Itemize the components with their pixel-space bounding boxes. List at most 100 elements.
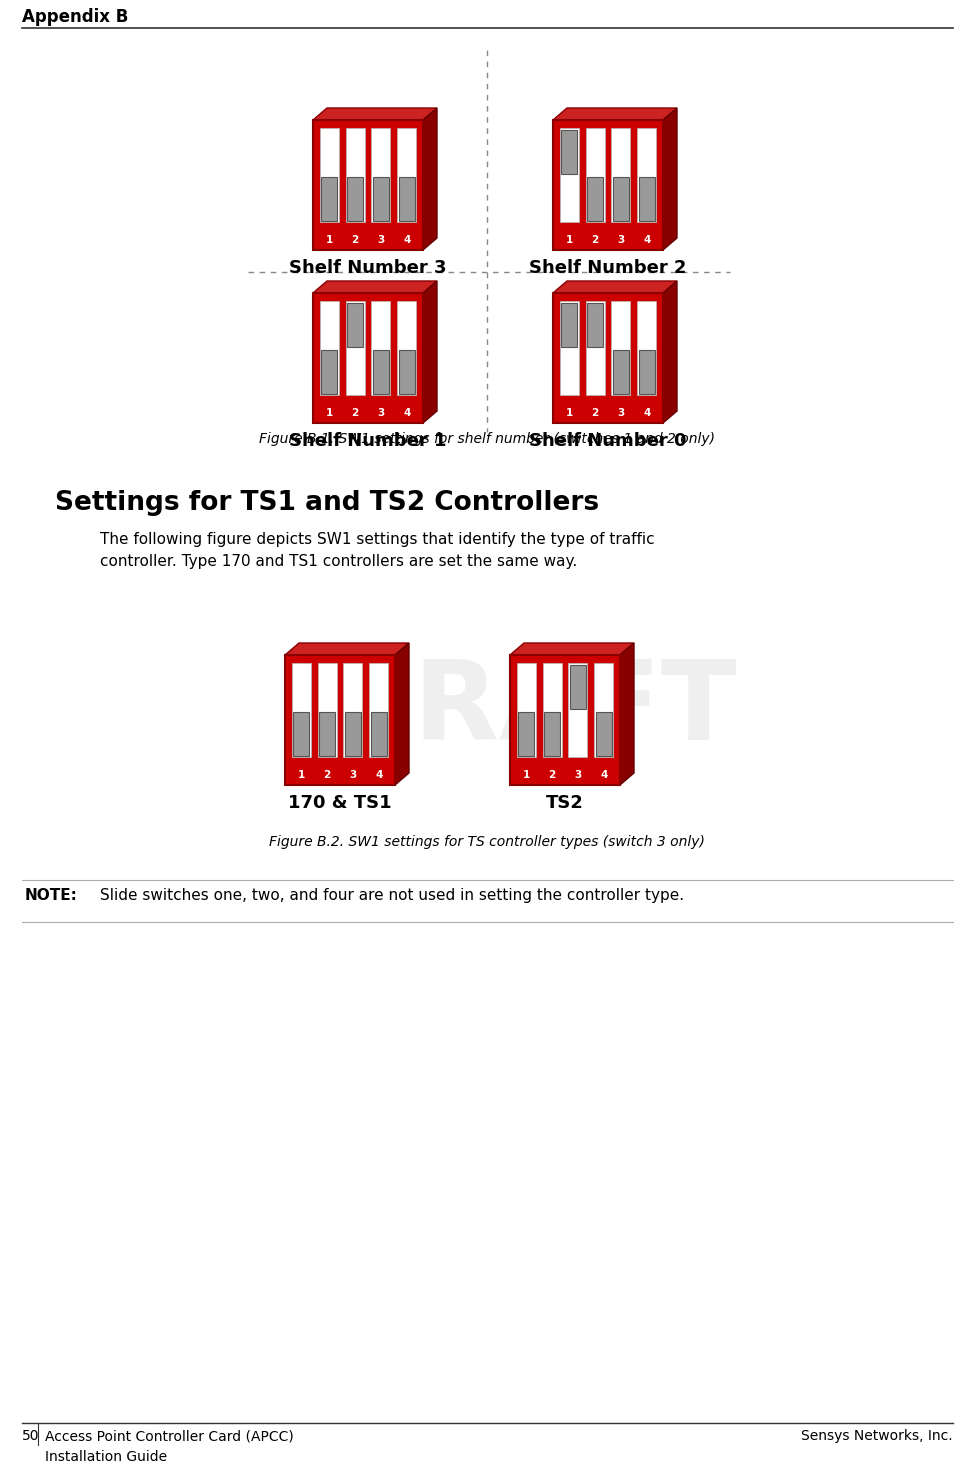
Bar [319, 712, 335, 756]
Polygon shape [423, 108, 437, 250]
Polygon shape [510, 642, 634, 654]
Polygon shape [620, 642, 634, 784]
Bar [371, 301, 390, 394]
Bar [587, 303, 604, 347]
Polygon shape [553, 281, 677, 292]
Bar [586, 301, 604, 394]
Text: Access Point Controller Card (APCC)
Installation Guide: Access Point Controller Card (APCC) Inst… [45, 1430, 293, 1464]
Text: TS2: TS2 [546, 795, 584, 812]
Bar [292, 663, 311, 758]
Text: Appendix B: Appendix B [22, 7, 129, 27]
Polygon shape [553, 108, 677, 120]
Text: 1: 1 [523, 770, 530, 780]
Bar [320, 301, 338, 394]
Text: 1: 1 [566, 235, 573, 245]
Bar [560, 301, 579, 394]
Bar [343, 663, 363, 758]
Bar [560, 128, 579, 222]
Text: Slide switches one, two, and four are not used in setting the controller type.: Slide switches one, two, and four are no… [100, 888, 684, 902]
Bar [553, 120, 663, 250]
Text: 4: 4 [403, 235, 410, 245]
Bar [371, 128, 390, 222]
Text: 3: 3 [617, 408, 625, 418]
Polygon shape [313, 108, 437, 120]
Text: 4: 4 [375, 770, 382, 780]
Text: 3: 3 [617, 235, 625, 245]
Text: Shelf Number 3: Shelf Number 3 [290, 258, 447, 278]
Text: Shelf Number 0: Shelf Number 0 [529, 431, 686, 450]
Bar [517, 663, 536, 758]
Bar [322, 350, 337, 393]
Bar [543, 663, 562, 758]
Bar [586, 128, 604, 222]
Bar [544, 712, 560, 756]
Bar [519, 712, 534, 756]
Text: 4: 4 [644, 408, 650, 418]
Bar [596, 712, 611, 756]
Bar [611, 128, 631, 222]
Bar [345, 712, 361, 756]
Text: Settings for TS1 and TS2 Controllers: Settings for TS1 and TS2 Controllers [55, 490, 599, 515]
Bar [568, 663, 587, 758]
Text: 3: 3 [349, 770, 357, 780]
Text: Shelf Number 2: Shelf Number 2 [529, 258, 686, 278]
Bar [510, 654, 620, 784]
Bar [313, 292, 423, 422]
Bar [594, 663, 613, 758]
Polygon shape [395, 642, 409, 784]
Bar [638, 301, 656, 394]
Bar [587, 176, 604, 220]
Bar [347, 176, 363, 220]
Text: 1: 1 [297, 770, 305, 780]
Bar [345, 128, 365, 222]
Text: Sensys Networks, Inc.: Sensys Networks, Inc. [801, 1430, 953, 1443]
Text: 2: 2 [351, 408, 359, 418]
Polygon shape [313, 281, 437, 292]
Text: 4: 4 [403, 408, 410, 418]
Bar [370, 712, 387, 756]
Bar [397, 301, 416, 394]
Bar [613, 350, 629, 393]
Bar [293, 712, 309, 756]
Bar [639, 176, 654, 220]
Text: 1: 1 [326, 408, 332, 418]
Text: Figure B.2. SW1 settings for TS controller types (switch 3 only): Figure B.2. SW1 settings for TS controll… [269, 835, 705, 849]
Text: 4: 4 [644, 235, 650, 245]
Bar [639, 350, 654, 393]
Polygon shape [663, 108, 677, 250]
Bar [372, 350, 389, 393]
Text: 3: 3 [377, 235, 384, 245]
Bar [370, 663, 388, 758]
Text: 2: 2 [549, 770, 556, 780]
Bar [285, 654, 395, 784]
Bar [562, 130, 577, 173]
Bar [322, 176, 337, 220]
Bar [345, 301, 365, 394]
Bar [553, 292, 663, 422]
Bar [399, 350, 414, 393]
Polygon shape [423, 281, 437, 422]
Text: 2: 2 [351, 235, 359, 245]
Bar [613, 176, 629, 220]
Text: The following figure depicts SW1 settings that identify the type of traffic
cont: The following figure depicts SW1 setting… [100, 532, 654, 569]
Bar [399, 176, 414, 220]
Text: 170 & TS1: 170 & TS1 [289, 795, 392, 812]
Bar [320, 128, 338, 222]
Text: NOTE:: NOTE: [25, 888, 78, 902]
Text: 50: 50 [22, 1430, 40, 1443]
Polygon shape [285, 642, 409, 654]
Bar [611, 301, 631, 394]
Polygon shape [663, 281, 677, 422]
Text: 2: 2 [324, 770, 331, 780]
Bar [372, 176, 389, 220]
Bar [570, 665, 586, 709]
Text: DRAFT: DRAFT [322, 656, 738, 764]
Text: 2: 2 [592, 408, 599, 418]
Bar [638, 128, 656, 222]
Text: 3: 3 [574, 770, 581, 780]
Bar [397, 128, 416, 222]
Bar [562, 303, 577, 347]
Text: Shelf Number 1: Shelf Number 1 [290, 431, 447, 450]
Text: 3: 3 [377, 408, 384, 418]
Text: 2: 2 [592, 235, 599, 245]
